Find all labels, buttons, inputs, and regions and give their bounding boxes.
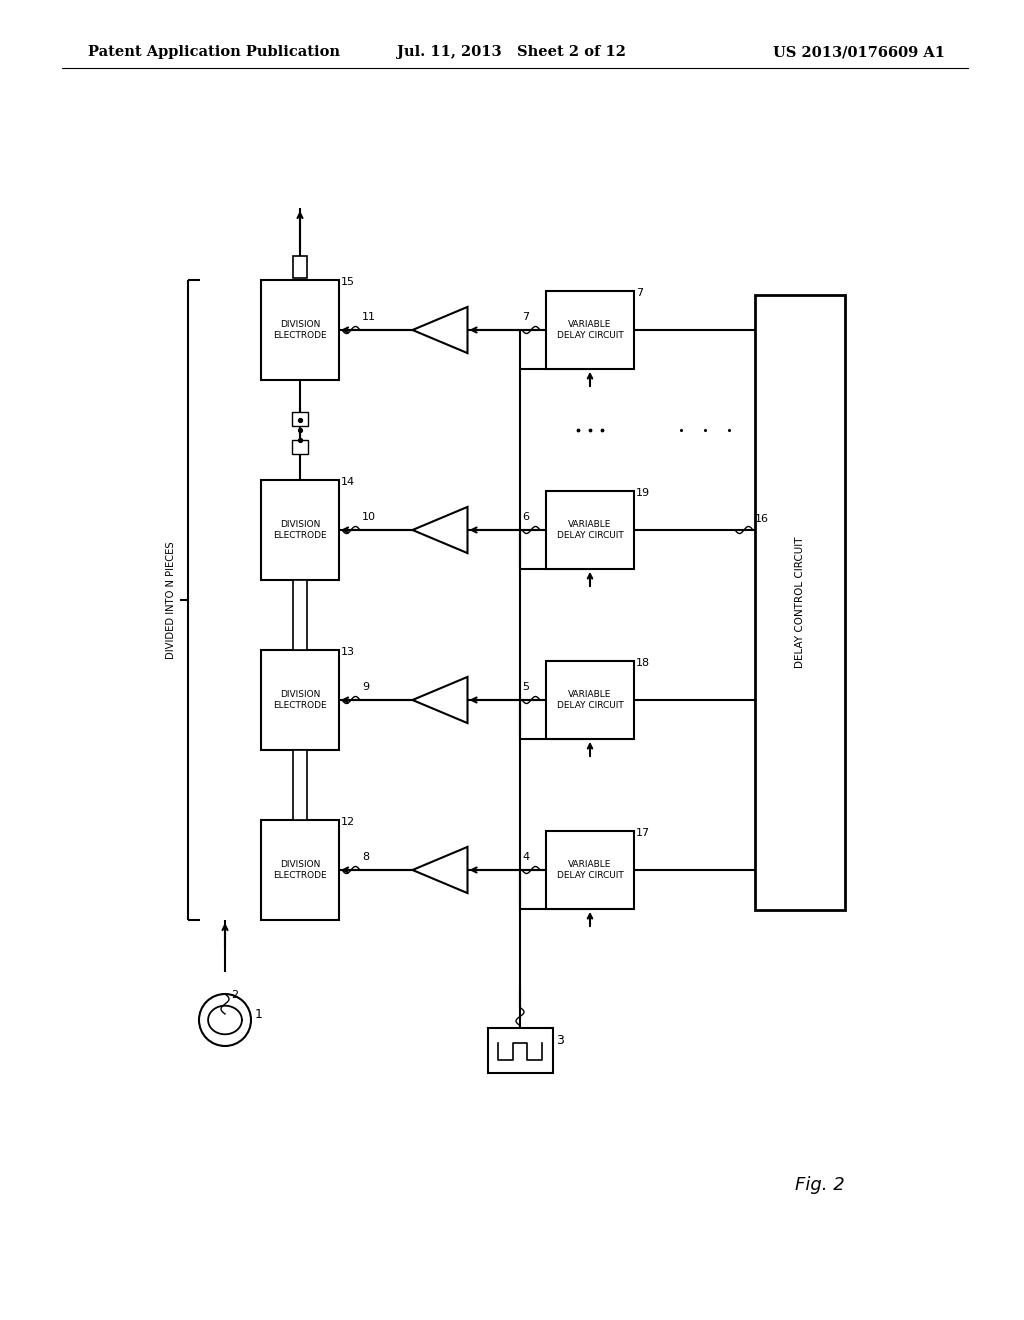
Text: 17: 17 [636,828,650,838]
Bar [293,579,307,649]
Text: VARIABLE
DELAY CIRCUIT: VARIABLE DELAY CIRCUIT [557,859,624,880]
Text: 4: 4 [522,851,529,862]
Text: Patent Application Publication: Patent Application Publication [88,45,340,59]
Bar [546,290,634,370]
Text: DIVISION
ELECTRODE: DIVISION ELECTRODE [273,689,327,710]
Text: 9: 9 [362,682,369,692]
Text: 14: 14 [341,477,355,487]
Bar [261,649,339,750]
Text: 16: 16 [755,513,769,524]
Bar [293,256,307,279]
Text: DELAY CONTROL CIRCUIT: DELAY CONTROL CIRCUIT [795,537,805,668]
Bar [292,440,308,454]
Text: DIVISION
ELECTRODE: DIVISION ELECTRODE [273,319,327,341]
Text: 3: 3 [556,1034,564,1047]
Bar [293,750,307,820]
Bar [755,294,845,909]
Text: US 2013/0176609 A1: US 2013/0176609 A1 [773,45,945,59]
Bar [261,280,339,380]
Bar [487,1027,553,1072]
Text: VARIABLE
DELAY CIRCUIT: VARIABLE DELAY CIRCUIT [557,689,624,710]
Bar [261,480,339,579]
Bar [546,832,634,909]
Text: DIVISION
ELECTRODE: DIVISION ELECTRODE [273,520,327,540]
Text: 10: 10 [362,512,376,521]
Text: DIVIDED INTO N PIECES: DIVIDED INTO N PIECES [166,541,176,659]
Text: 7: 7 [522,312,529,322]
Text: 12: 12 [341,817,355,828]
Bar [292,412,308,426]
Bar [546,661,634,739]
Text: DIVISION
ELECTRODE: DIVISION ELECTRODE [273,859,327,880]
Text: 15: 15 [341,277,355,286]
Bar [546,491,634,569]
Text: 5: 5 [522,682,529,692]
Bar [261,820,339,920]
Text: 11: 11 [362,312,376,322]
Text: 6: 6 [522,512,529,521]
Text: VARIABLE
DELAY CIRCUIT: VARIABLE DELAY CIRCUIT [557,319,624,341]
Text: 19: 19 [636,488,650,498]
Text: 18: 18 [636,657,650,668]
Text: 7: 7 [636,288,643,298]
Text: Jul. 11, 2013   Sheet 2 of 12: Jul. 11, 2013 Sheet 2 of 12 [397,45,627,59]
Text: 1: 1 [255,1007,263,1020]
Text: 13: 13 [341,647,355,657]
Text: 8: 8 [362,851,369,862]
Text: Fig. 2: Fig. 2 [795,1176,845,1195]
Text: 2: 2 [231,990,239,1001]
Text: VARIABLE
DELAY CIRCUIT: VARIABLE DELAY CIRCUIT [557,520,624,540]
